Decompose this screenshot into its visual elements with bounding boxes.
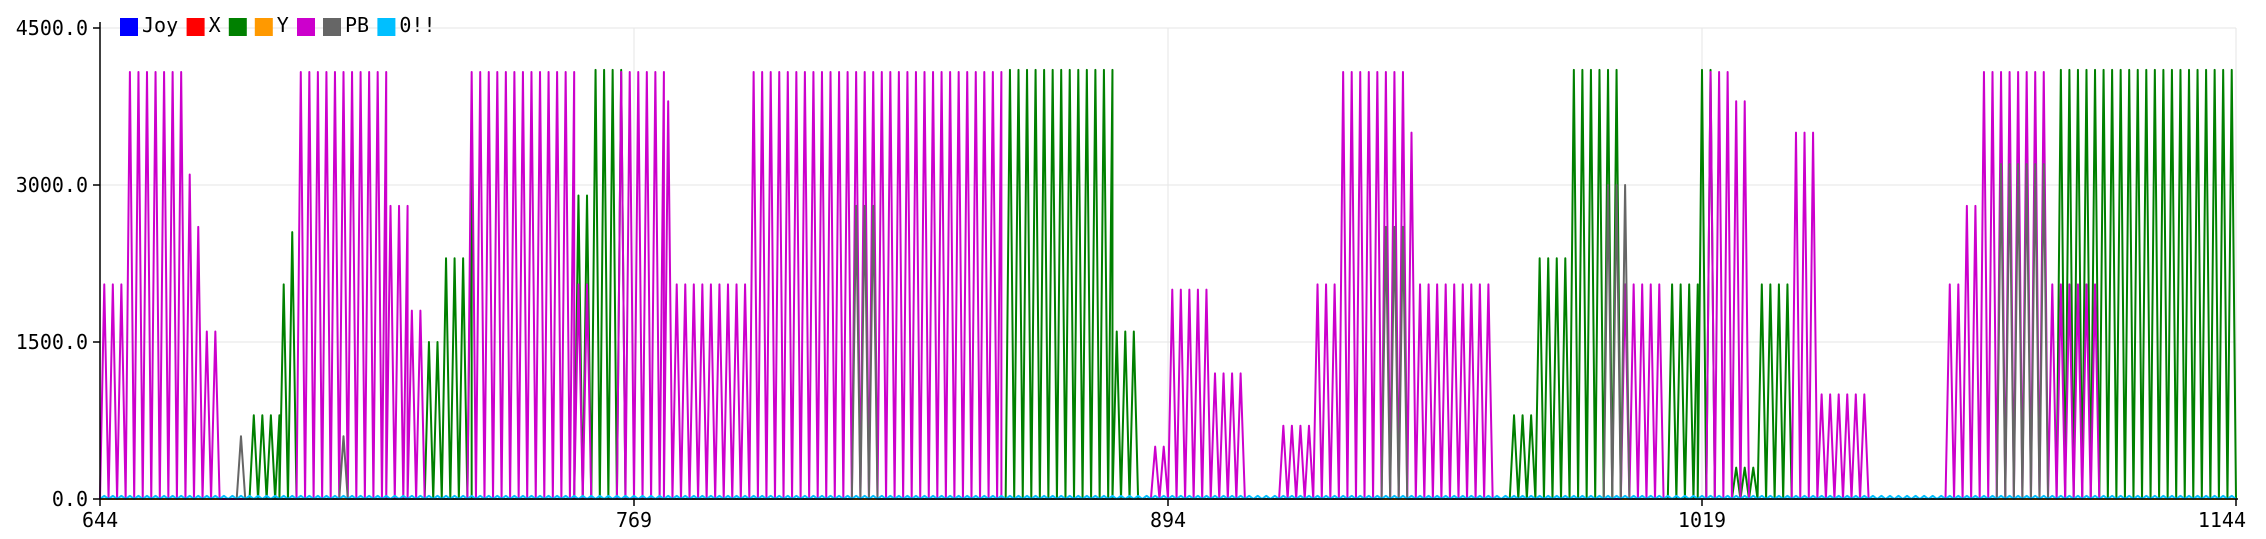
x-tick-label: 644 bbox=[82, 508, 118, 532]
legend-swatch[interactable] bbox=[120, 18, 138, 36]
y-tick-label: 0.0 bbox=[52, 487, 88, 511]
axes: 0.0 1500.0 3000.0 4500.0 644 769 894 1019 1144 bbox=[16, 16, 2246, 532]
y-tick-label: 4500.0 bbox=[16, 16, 88, 40]
legend-label[interactable]: X bbox=[209, 13, 221, 37]
series-line-0- bbox=[99, 70, 2101, 500]
x-tick-label: 769 bbox=[616, 508, 652, 532]
legend-swatch[interactable] bbox=[377, 18, 396, 36]
legend-swatch[interactable] bbox=[297, 18, 315, 36]
grid bbox=[99, 27, 2237, 500]
legend-swatch[interactable] bbox=[254, 18, 273, 36]
legend-swatch[interactable] bbox=[323, 18, 341, 36]
legend-label[interactable]: Y bbox=[277, 13, 289, 37]
x-tick-label: 1019 bbox=[1678, 508, 1726, 532]
legend[interactable]: Joy X Y PB 0!! bbox=[120, 13, 436, 37]
legend-label[interactable]: PB bbox=[345, 13, 369, 37]
legend-label[interactable]: 0!! bbox=[399, 13, 435, 37]
legend-label[interactable]: Joy bbox=[142, 13, 178, 37]
y-tick-label: 3000.0 bbox=[16, 173, 88, 197]
y-tick-label: 1500.0 bbox=[16, 330, 88, 354]
legend-swatch[interactable] bbox=[186, 18, 205, 36]
legend-swatch[interactable] bbox=[228, 18, 247, 36]
x-tick-label: 1144 bbox=[2198, 508, 2246, 532]
x-tick-label: 894 bbox=[1150, 508, 1186, 532]
